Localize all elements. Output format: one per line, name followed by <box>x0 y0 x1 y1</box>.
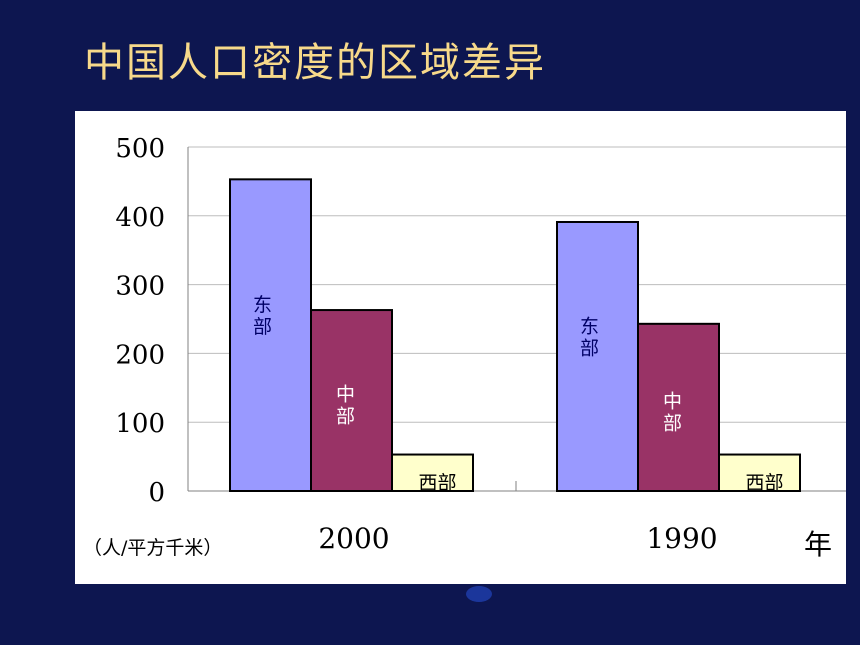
x-category-label: 2000 <box>318 522 389 555</box>
decorative-dot <box>466 586 492 602</box>
x-category-label: 1990 <box>646 522 717 555</box>
bar <box>718 453 801 493</box>
y-tick-labels: 0 100 200 300 400 500 <box>115 134 165 508</box>
y-tick-label: 100 <box>115 409 165 439</box>
y-tick-label: 300 <box>115 272 165 302</box>
y-tick-label: 500 <box>115 134 165 164</box>
y-tick-label: 0 <box>148 478 165 508</box>
bar-series-label: 中部 <box>336 384 355 428</box>
bar <box>229 178 312 492</box>
bar <box>391 453 474 493</box>
y-tick-label: 200 <box>115 340 165 370</box>
x-category-labels: 2000 1990 <box>318 522 717 555</box>
bar-series-label: 东部 <box>253 294 272 338</box>
x-axis-unit-label: 年 <box>804 528 832 561</box>
bar-series-label: 西部 <box>418 472 456 494</box>
bar-series-label: 中部 <box>663 390 682 434</box>
bar <box>310 309 393 492</box>
slide-title: 中国人口密度的区域差异 <box>84 40 546 86</box>
bar-series-label: 东部 <box>580 315 599 359</box>
y-tick-label: 400 <box>115 203 165 233</box>
bar <box>637 322 720 492</box>
y-axis-unit-label: （人/平方千米） <box>83 537 222 559</box>
bar-series-label: 西部 <box>745 472 783 494</box>
chart-panel: 东部 中部 西部 东部 中部 西部 0 100 200 300 400 500 2000 1990 （… <box>75 111 846 584</box>
